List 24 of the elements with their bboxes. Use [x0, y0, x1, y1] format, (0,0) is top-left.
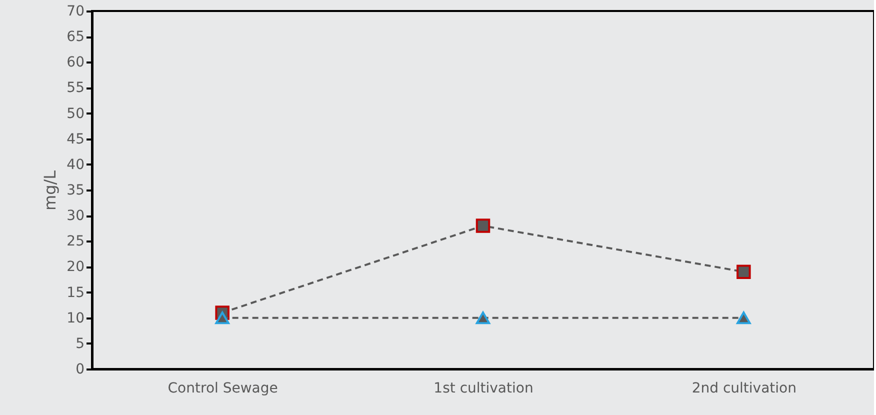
- y-tick-label: 0: [76, 362, 84, 378]
- y-tick-label: 20: [66, 259, 84, 276]
- point: [476, 218, 490, 233]
- y-tick-label: 30: [66, 208, 84, 224]
- point: [736, 264, 751, 279]
- y-tick-label: 70: [66, 4, 84, 20]
- y-tick-label: 60: [66, 54, 84, 71]
- point: [476, 312, 490, 324]
- x-tick-label: 1st cultivation: [434, 380, 534, 396]
- y-tick-label: 45: [66, 131, 84, 148]
- y-tick-label: 40: [66, 156, 84, 173]
- y-tick-label: 15: [66, 284, 84, 301]
- y-tick-label: 50: [66, 106, 84, 122]
- y-tick-label: 35: [66, 182, 84, 198]
- point: [736, 312, 751, 324]
- x-tick-label: Control Sewage: [168, 380, 278, 396]
- y-tick-label: 25: [66, 234, 84, 250]
- y-tick-label: 65: [66, 29, 84, 46]
- y-tick-label: 55: [66, 80, 84, 96]
- point: [215, 312, 230, 324]
- x-tick-label: 2nd cultivation: [692, 380, 796, 396]
- y-tick-label: 5: [76, 336, 84, 352]
- y-axis-title: mg/L: [40, 170, 60, 211]
- y-tick-label: 10: [66, 310, 84, 326]
